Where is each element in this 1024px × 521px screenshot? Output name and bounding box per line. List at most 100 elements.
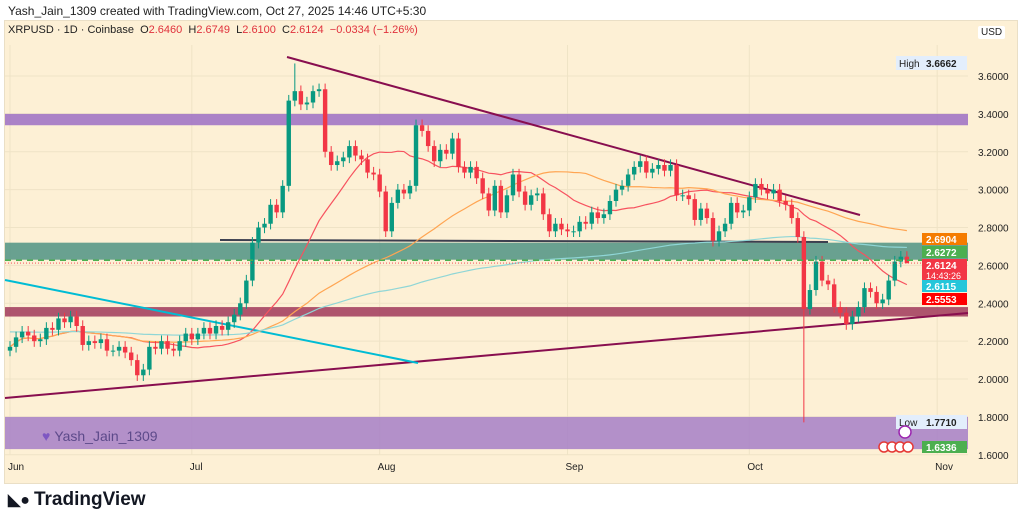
candle-body	[456, 138, 461, 167]
candle-body	[298, 91, 304, 105]
candle-body	[692, 199, 697, 220]
tv-logo-icon: ◣●	[8, 492, 30, 509]
candle-body	[619, 185, 625, 190]
y-tick-label: 2.8000	[978, 224, 1009, 235]
candle-body	[141, 369, 146, 376]
candle-body	[274, 204, 279, 213]
candle-body	[892, 261, 897, 281]
candle-body	[62, 318, 67, 323]
candle-body	[268, 204, 273, 224]
candle-body	[371, 172, 376, 175]
candle-body	[341, 157, 346, 162]
high-marker-value: 3.6662	[926, 59, 957, 70]
candle-body	[638, 161, 643, 167]
candle-body	[904, 256, 910, 264]
candle-body	[541, 193, 546, 215]
low-marker-label-bg	[896, 415, 922, 429]
price-label-bg	[922, 233, 967, 245]
candle-body	[110, 350, 116, 352]
candle-body	[898, 256, 904, 262]
candle-body	[250, 242, 255, 281]
candle-body	[547, 214, 552, 232]
candle-body	[98, 339, 104, 344]
candle-body	[783, 201, 788, 205]
candle-body	[316, 89, 322, 92]
candle-body	[207, 327, 213, 334]
us-flag-event-icon	[902, 441, 914, 453]
zone-rect	[5, 242, 968, 260]
symbol-legend: XRPUSD · 1D · Coinbase O2.6460 H2.6749 L…	[8, 24, 418, 36]
price-label-bg	[922, 259, 967, 280]
candle-body	[286, 100, 291, 186]
high-value: 2.6749	[196, 24, 231, 36]
symbol-label: XRPUSD · 1D · Coinbase	[8, 24, 134, 36]
candle-body	[528, 195, 534, 205]
y-tick-label: 2.6000	[978, 261, 1009, 272]
candle-body	[462, 166, 467, 173]
candle-body	[195, 333, 201, 340]
candle-body	[474, 166, 479, 179]
ascending-trendline	[4, 312, 969, 399]
candle-body	[825, 280, 831, 285]
candle-body	[680, 195, 685, 197]
candle-body	[147, 346, 152, 370]
high-marker-label-bg	[896, 56, 922, 70]
brand-text: TradingView	[33, 489, 146, 510]
candle-body	[92, 341, 98, 344]
candle-body	[219, 326, 225, 330]
change-value: −0.0334 (−1.26%)	[329, 24, 418, 36]
candle-body	[129, 352, 134, 361]
candle-body	[480, 178, 485, 194]
zone-rect	[5, 307, 968, 317]
watermark-text: Yash_Jain_1309	[54, 428, 158, 444]
currency-button[interactable]: USD	[978, 26, 1006, 39]
candle-body	[631, 166, 637, 175]
candle-body	[38, 339, 43, 342]
candle-body	[504, 195, 510, 213]
candle-body	[819, 261, 825, 281]
candle-body	[419, 125, 425, 131]
candle-body	[165, 341, 170, 349]
candle-body	[7, 346, 13, 351]
candle-body	[728, 202, 734, 224]
candle-body	[862, 288, 867, 308]
x-tick-label: Sep	[566, 462, 584, 473]
open-label: O	[140, 24, 149, 36]
candle-body	[644, 161, 649, 173]
candle-body	[183, 333, 188, 342]
candle-body	[856, 307, 861, 317]
candle-body	[759, 183, 764, 190]
price-label: 2.6115	[926, 282, 956, 293]
candle-body	[74, 316, 79, 327]
x-tick-label: Nov	[935, 462, 953, 473]
x-tick-label: Aug	[378, 462, 396, 473]
close-label: C	[282, 24, 290, 36]
descending-trendline	[286, 56, 861, 216]
candle-body	[704, 208, 710, 219]
candle-body	[225, 322, 231, 330]
price-label: 1.6336	[926, 443, 957, 454]
candle-body	[122, 346, 128, 353]
candle-body	[498, 185, 504, 213]
low-value: 2.6100	[242, 24, 276, 36]
candle-body	[365, 159, 370, 173]
countdown-label: 14:43:26	[926, 271, 961, 281]
candle-body	[522, 191, 528, 205]
candle-body	[432, 146, 437, 162]
high-marker-value-bg	[922, 56, 967, 70]
candle-body	[395, 189, 401, 203]
candle-body	[153, 346, 158, 349]
candle-body	[838, 307, 843, 313]
candle-body	[662, 165, 667, 171]
candle-body	[25, 331, 31, 336]
candle-body	[771, 189, 776, 194]
candle-body	[359, 155, 364, 160]
low-marker-label: Low	[899, 418, 918, 429]
candle-body	[716, 231, 722, 241]
candle-body	[601, 214, 607, 219]
candle-body	[425, 130, 431, 147]
tradingview-logo[interactable]: ◣● TradingView	[8, 489, 146, 511]
candle-body	[256, 227, 261, 243]
candle-body	[510, 174, 516, 196]
